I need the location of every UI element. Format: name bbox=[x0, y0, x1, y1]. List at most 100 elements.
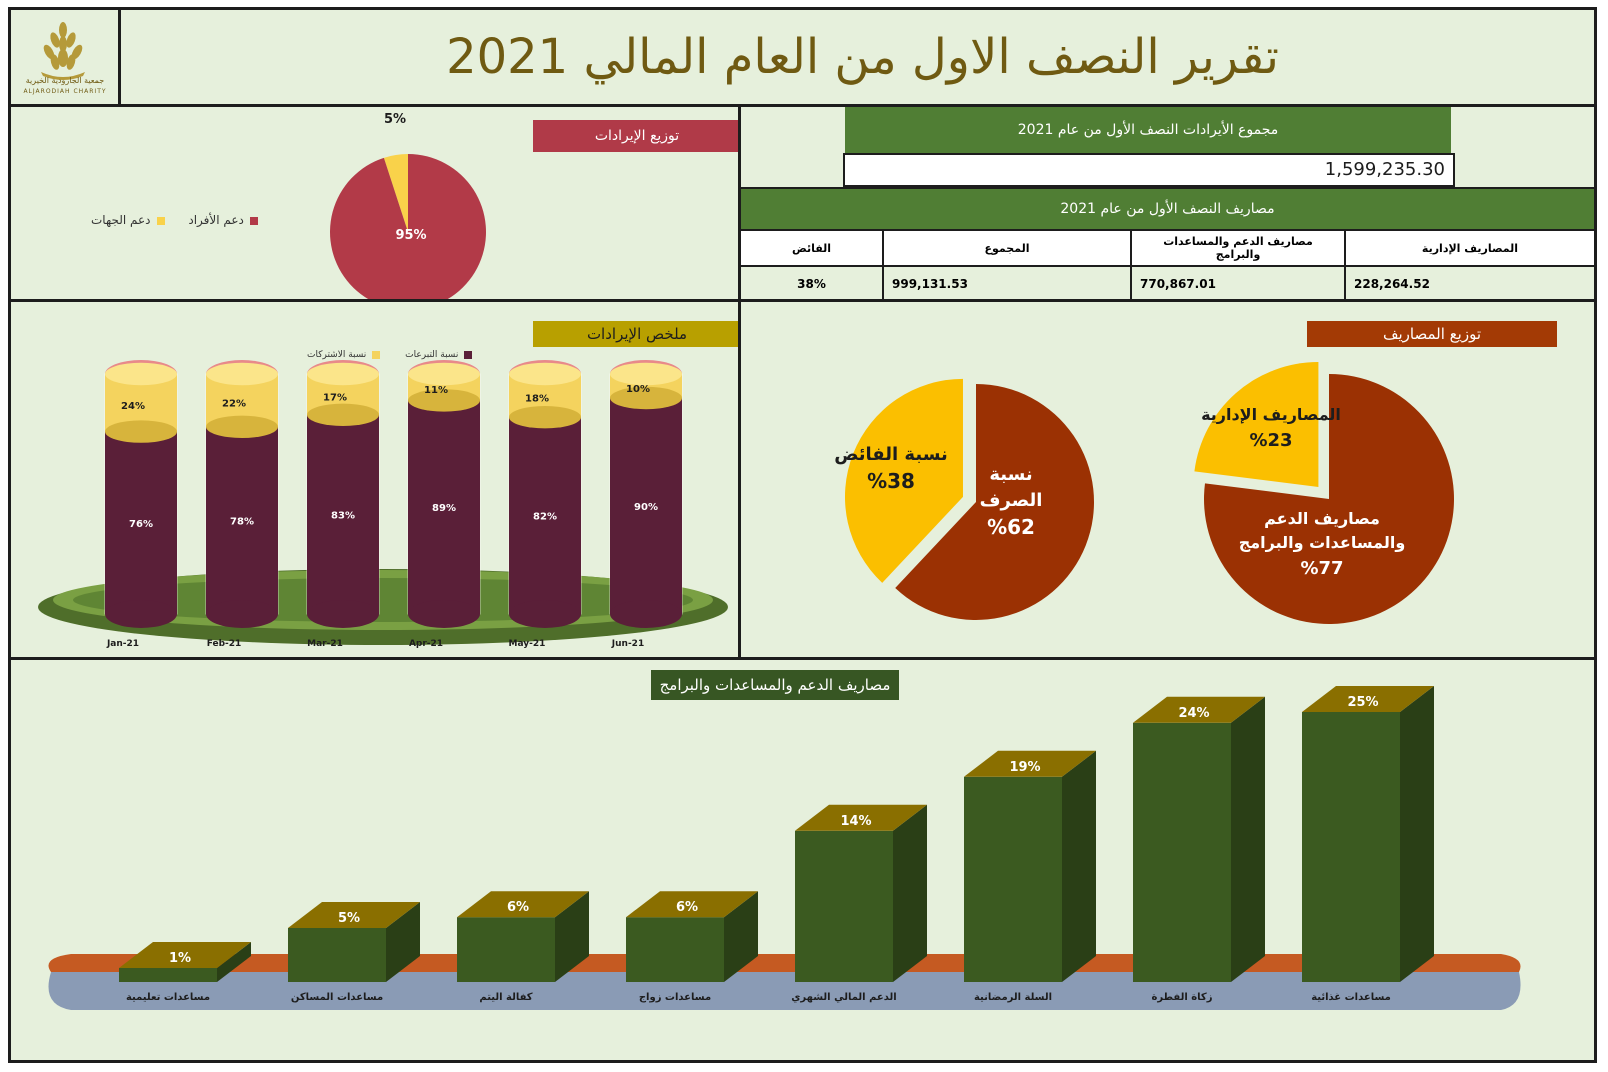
x-tick-label: مساعدات غذائية bbox=[1311, 992, 1391, 1003]
bar-side bbox=[893, 804, 927, 982]
bar-top bbox=[626, 891, 758, 918]
x-tick-label: May-21 bbox=[509, 639, 546, 649]
revenue-distribution-panel: توزيع الإيرادات 95% 5% دعم الأفراد دعم ا… bbox=[8, 104, 741, 305]
legend-label-donations: نسبة التبرعات bbox=[405, 350, 459, 360]
bar-donations bbox=[105, 431, 177, 614]
logo: جمعية الجارودية الخيرية ALJARODIAH CHARI… bbox=[11, 10, 121, 104]
spend-pie-slice bbox=[895, 384, 1094, 620]
bar-subscriptions-top bbox=[610, 362, 682, 386]
x-tick-label: Feb-21 bbox=[207, 639, 242, 649]
bar-subscriptions-label: 18% bbox=[525, 394, 549, 405]
legend-item-donations: نسبة التبرعات bbox=[405, 350, 473, 360]
bar-subscriptions-top bbox=[307, 362, 379, 386]
legend-swatch-donations bbox=[464, 350, 473, 359]
expense-distribution-panel: توزيع المصاريف نسبة الصرف %62 نسبة الفائ… bbox=[738, 299, 1597, 660]
x-tick-label: Jun-21 bbox=[611, 639, 644, 649]
support-expenses-title: مصاريف الدعم والمساعدات والبرامج bbox=[651, 670, 899, 700]
revenue-total-label: مجموع الأيرادات النصف الأول من عام 2021 bbox=[845, 107, 1451, 153]
expense-distribution-title: توزيع المصاريف bbox=[1307, 321, 1557, 347]
expense-pies: نسبة الصرف %62 نسبة الفائض %38 المصاريف … bbox=[834, 361, 1454, 624]
bar-donations-label: 90% bbox=[634, 502, 658, 513]
admin-pie-label-value: %23 bbox=[1249, 430, 1292, 451]
legend-item-subscriptions: نسبة الاشتركات bbox=[307, 350, 381, 360]
spend-pie-label-value: %62 bbox=[987, 515, 1035, 539]
bar-subscriptions-label: 17% bbox=[323, 392, 347, 403]
x-tick-label: السلة الرمضانية bbox=[974, 992, 1052, 1003]
revenue-summary-bars: 76% 24% 78% 22% 83% 17% 89% 11% 82% 18% 90% 10% bbox=[104, 360, 683, 628]
bar-side bbox=[217, 942, 251, 982]
revenue-pie-legend: دعم الأفراد دعم الجهات bbox=[91, 213, 258, 227]
bar-top bbox=[964, 750, 1096, 777]
logo-emblem-icon bbox=[41, 22, 85, 80]
spend-pie-label-name-line2: الصرف bbox=[980, 490, 1043, 511]
header-panel: جمعية الجارودية الخيرية ALJARODIAH CHARI… bbox=[8, 7, 1597, 107]
x-tick-label: Jan-21 bbox=[106, 639, 139, 649]
x-tick-label: مساعدات زواج bbox=[639, 992, 711, 1003]
bar-front bbox=[795, 830, 893, 982]
bar-segment-joint bbox=[307, 403, 379, 426]
bar-front bbox=[457, 917, 555, 982]
x-tick-label: الدعم المالي الشهري bbox=[791, 992, 896, 1003]
bar-side bbox=[724, 891, 758, 982]
bar-segment-joint bbox=[610, 386, 682, 410]
bar-donations bbox=[408, 400, 480, 614]
logo-text-en: ALJARODIAH CHARITY bbox=[23, 88, 107, 95]
bar-donations-label: 76% bbox=[129, 519, 153, 530]
support-pie-label-value: %77 bbox=[1300, 558, 1343, 579]
header-surplus: الفائض bbox=[739, 229, 884, 267]
bar-donations-label: 78% bbox=[230, 516, 254, 527]
spend-pie-label-name-line1: نسبة bbox=[989, 464, 1032, 485]
x-tick-label: Apr-21 bbox=[409, 639, 443, 649]
legend-item-individuals: دعم الأفراد bbox=[188, 213, 258, 227]
legend-swatch-individuals bbox=[249, 216, 258, 225]
support-pie-slice bbox=[1204, 374, 1454, 624]
logo-text: جمعية الجارودية الخيرية bbox=[25, 76, 105, 85]
x-tick-label: مساعدات تعليمية bbox=[126, 992, 210, 1003]
bar-donations-base bbox=[307, 600, 379, 628]
revenue-pie-label-entities: 5% bbox=[384, 112, 406, 127]
expense-split-pie-slices bbox=[1194, 361, 1454, 624]
support-pie-label-name-line1: مصاريف الدعم bbox=[1264, 509, 1380, 528]
bar-donations-base bbox=[105, 600, 177, 628]
support-expenses-panel: مصاريف الدعم والمساعدات والبرامج 1% 5% 6% 6… bbox=[8, 657, 1597, 1063]
bar-front bbox=[1133, 722, 1231, 982]
bar-segment-joint bbox=[509, 406, 581, 429]
value-total: 999,131.53 bbox=[882, 265, 1132, 303]
revenue-pie-chart: 95% 5% bbox=[330, 112, 486, 305]
bar-value-label: 14% bbox=[840, 814, 871, 829]
revenue-pie-slice-entities bbox=[383, 154, 408, 232]
value-admin-expenses: 228,264.52 bbox=[1344, 265, 1596, 303]
x-tick-label: زكاة الفطرة bbox=[1152, 992, 1213, 1003]
bar-subscriptions-top bbox=[206, 362, 278, 386]
revenue-pie-slices bbox=[330, 154, 486, 305]
expenses-table-title: مصاريف النصف الأول من عام 2021 bbox=[741, 189, 1594, 229]
x-tick-label: Mar-21 bbox=[307, 639, 343, 649]
bar-top bbox=[1302, 686, 1434, 712]
bar-front bbox=[626, 917, 724, 982]
revenue-summary-x-labels: Jan-21 Feb-21 Mar-21 Apr-21 May-21 Jun-21 bbox=[106, 639, 644, 649]
bar-value-label: 25% bbox=[1347, 695, 1378, 710]
bar-donations-base bbox=[509, 600, 581, 628]
bar-segment-joint bbox=[408, 389, 480, 412]
bar-segment-joint bbox=[206, 415, 278, 438]
bar-top bbox=[119, 942, 251, 968]
bar-subscriptions-top bbox=[105, 362, 177, 386]
value-surplus: 38% bbox=[739, 265, 884, 303]
revenue-summary-title: ملخص الإيرادات bbox=[533, 321, 741, 347]
bar-front bbox=[119, 968, 217, 982]
bar-top bbox=[288, 902, 420, 928]
bar-subscriptions-label: 22% bbox=[222, 398, 246, 409]
revenue-summary-chart: 76% 24% 78% 22% 83% 17% 89% 11% 82% 18% 90% 10% Jan… bbox=[38, 360, 728, 649]
bar-donations-base bbox=[610, 600, 682, 628]
surplus-pie-label-name: نسبة الفائض bbox=[834, 444, 948, 465]
bar-segment-joint bbox=[105, 420, 177, 443]
bar-value-label: 1% bbox=[169, 951, 191, 966]
header-support-expenses: مصاريف الدعم والمساعدات والبرامج bbox=[1130, 229, 1346, 267]
bar-front bbox=[288, 928, 386, 982]
bar-side bbox=[555, 891, 589, 982]
support-expenses-x-labels: مساعدات تعليمية مساعدات المساكن كفالة اليت… bbox=[126, 992, 1391, 1003]
surplus-pie-slice bbox=[844, 378, 963, 583]
chart-floor-front bbox=[48, 972, 1521, 1010]
bar-donations-label: 83% bbox=[331, 510, 355, 521]
bar-side bbox=[1231, 696, 1265, 982]
